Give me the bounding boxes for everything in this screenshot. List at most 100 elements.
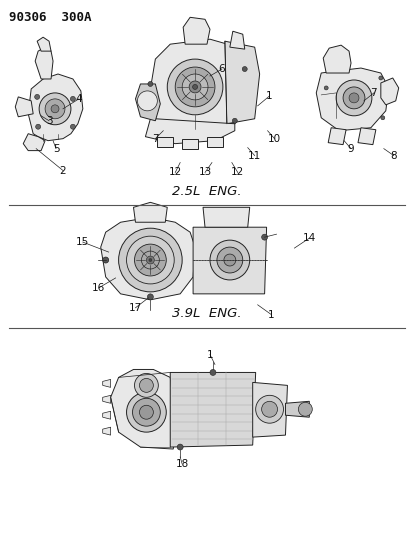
Polygon shape <box>23 134 45 151</box>
Polygon shape <box>183 17 209 44</box>
Polygon shape <box>102 411 110 419</box>
Polygon shape <box>229 31 244 49</box>
Polygon shape <box>102 395 110 403</box>
Text: 3.9L  ENG.: 3.9L ENG. <box>172 306 241 320</box>
Text: 4: 4 <box>75 94 82 104</box>
Circle shape <box>118 228 182 292</box>
Circle shape <box>139 378 153 392</box>
Text: 15: 15 <box>76 237 89 247</box>
Circle shape <box>261 401 277 417</box>
Circle shape <box>36 124 40 129</box>
Polygon shape <box>102 379 110 387</box>
Polygon shape <box>135 84 160 121</box>
Polygon shape <box>133 203 167 222</box>
Polygon shape <box>37 37 51 51</box>
Text: 7: 7 <box>152 134 158 144</box>
Circle shape <box>35 94 40 99</box>
Text: 7: 7 <box>370 88 376 98</box>
Polygon shape <box>316 68 388 131</box>
Circle shape <box>335 80 371 116</box>
Polygon shape <box>357 128 375 144</box>
Text: 18: 18 <box>175 459 188 469</box>
Circle shape <box>126 392 166 432</box>
Circle shape <box>192 84 197 90</box>
Circle shape <box>261 234 267 240</box>
Text: 1: 1 <box>266 91 272 101</box>
Circle shape <box>378 76 382 80</box>
Polygon shape <box>380 78 398 105</box>
Circle shape <box>147 82 152 86</box>
Text: 6: 6 <box>218 64 225 74</box>
Text: 3: 3 <box>46 116 52 126</box>
Circle shape <box>242 67 247 71</box>
Circle shape <box>126 236 174 284</box>
Circle shape <box>177 444 183 450</box>
Text: 14: 14 <box>302 233 315 243</box>
Polygon shape <box>100 217 195 300</box>
Circle shape <box>223 254 235 266</box>
Circle shape <box>102 257 108 263</box>
Circle shape <box>298 402 311 416</box>
Circle shape <box>232 118 237 123</box>
Polygon shape <box>323 45 350 73</box>
Polygon shape <box>157 136 173 147</box>
Text: 12: 12 <box>168 167 181 177</box>
Text: 10: 10 <box>267 134 280 144</box>
Polygon shape <box>150 39 254 131</box>
Circle shape <box>189 81 201 93</box>
Circle shape <box>323 86 328 90</box>
Circle shape <box>137 91 157 111</box>
Text: 13: 13 <box>198 167 211 177</box>
Polygon shape <box>206 136 222 147</box>
Circle shape <box>216 247 242 273</box>
Circle shape <box>175 67 214 107</box>
Text: 1: 1 <box>268 310 274 320</box>
Circle shape <box>147 294 153 300</box>
Circle shape <box>209 240 249 280</box>
Polygon shape <box>145 119 234 144</box>
Text: 12: 12 <box>230 167 244 177</box>
Polygon shape <box>110 369 176 449</box>
Polygon shape <box>252 382 287 437</box>
Text: 11: 11 <box>247 151 261 160</box>
Polygon shape <box>182 139 197 149</box>
Circle shape <box>70 124 75 129</box>
Circle shape <box>51 105 59 113</box>
Circle shape <box>70 96 75 101</box>
Circle shape <box>146 256 154 264</box>
Text: 17: 17 <box>128 303 142 313</box>
Polygon shape <box>202 207 249 227</box>
Circle shape <box>380 116 384 120</box>
Circle shape <box>132 398 160 426</box>
Text: 8: 8 <box>389 151 396 160</box>
Circle shape <box>167 59 222 115</box>
Polygon shape <box>15 97 33 117</box>
Polygon shape <box>192 227 266 294</box>
Circle shape <box>134 244 166 276</box>
Text: 1: 1 <box>206 350 213 360</box>
Polygon shape <box>170 373 255 447</box>
Polygon shape <box>328 128 345 144</box>
Circle shape <box>134 374 158 397</box>
Text: 5: 5 <box>52 143 59 154</box>
Polygon shape <box>35 47 53 79</box>
Text: 90306  300A: 90306 300A <box>9 11 92 25</box>
Polygon shape <box>102 427 110 435</box>
Polygon shape <box>224 41 259 124</box>
Circle shape <box>141 251 159 269</box>
Text: 9: 9 <box>347 143 354 154</box>
Circle shape <box>45 99 65 119</box>
Circle shape <box>348 93 358 103</box>
Circle shape <box>149 259 152 262</box>
Circle shape <box>255 395 283 423</box>
Text: 2: 2 <box>59 166 66 175</box>
Circle shape <box>209 369 216 375</box>
Circle shape <box>39 93 71 125</box>
Circle shape <box>342 87 364 109</box>
Polygon shape <box>285 401 309 417</box>
Circle shape <box>182 74 207 100</box>
Text: 2.5L  ENG.: 2.5L ENG. <box>172 185 241 198</box>
Polygon shape <box>28 74 83 141</box>
Text: 16: 16 <box>92 283 105 293</box>
Circle shape <box>139 405 153 419</box>
